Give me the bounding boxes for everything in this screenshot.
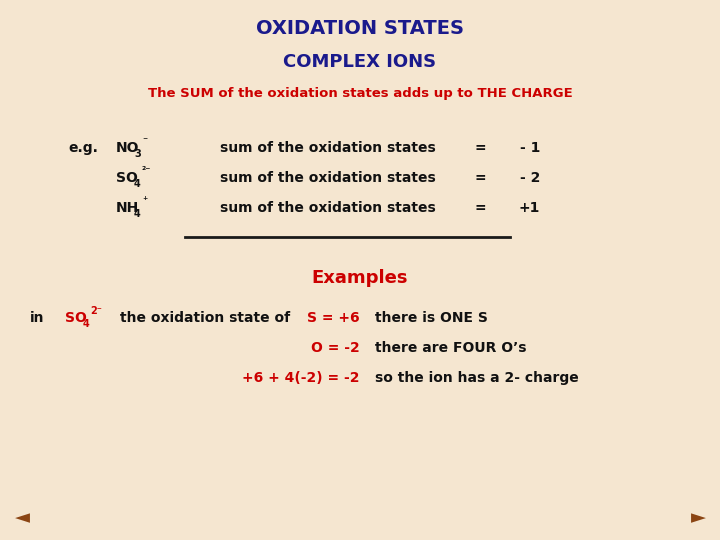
Text: sum of the oxidation states: sum of the oxidation states (220, 171, 436, 185)
Text: NH: NH (116, 201, 139, 215)
Text: there is ONE S: there is ONE S (375, 311, 488, 325)
Text: 4: 4 (83, 319, 90, 329)
Text: ◄: ◄ (14, 509, 30, 528)
Text: there are FOUR O’s: there are FOUR O’s (375, 341, 526, 355)
Text: the oxidation state of: the oxidation state of (120, 311, 290, 325)
Text: ►: ► (690, 509, 706, 528)
Text: +6 + 4(-2) = -2: +6 + 4(-2) = -2 (243, 371, 360, 385)
Text: - 2: - 2 (520, 171, 540, 185)
Text: Examples: Examples (312, 269, 408, 287)
Text: so the ion has a 2- charge: so the ion has a 2- charge (375, 371, 579, 385)
Text: +1: +1 (518, 201, 540, 215)
Text: sum of the oxidation states: sum of the oxidation states (220, 141, 436, 155)
Text: in: in (30, 311, 45, 325)
Text: 3: 3 (134, 149, 140, 159)
Text: SO: SO (65, 311, 87, 325)
Text: ⁺: ⁺ (142, 196, 148, 206)
Text: 4: 4 (134, 179, 140, 189)
Text: sum of the oxidation states: sum of the oxidation states (220, 201, 436, 215)
Text: 2⁻: 2⁻ (90, 306, 102, 316)
Text: ⁻: ⁻ (142, 136, 147, 146)
Text: COMPLEX IONS: COMPLEX IONS (284, 53, 436, 71)
Text: The SUM of the oxidation states adds up to THE CHARGE: The SUM of the oxidation states adds up … (148, 87, 572, 100)
Text: ²⁻: ²⁻ (142, 166, 151, 176)
Text: =: = (474, 171, 486, 185)
Text: O = -2: O = -2 (311, 341, 360, 355)
Text: SO: SO (116, 171, 138, 185)
Text: =: = (474, 201, 486, 215)
Text: e.g.: e.g. (68, 141, 98, 155)
Text: - 1: - 1 (520, 141, 540, 155)
Text: =: = (474, 141, 486, 155)
Text: S = +6: S = +6 (307, 311, 360, 325)
Text: NO: NO (116, 141, 140, 155)
Text: OXIDATION STATES: OXIDATION STATES (256, 18, 464, 37)
Text: 4: 4 (134, 209, 140, 219)
